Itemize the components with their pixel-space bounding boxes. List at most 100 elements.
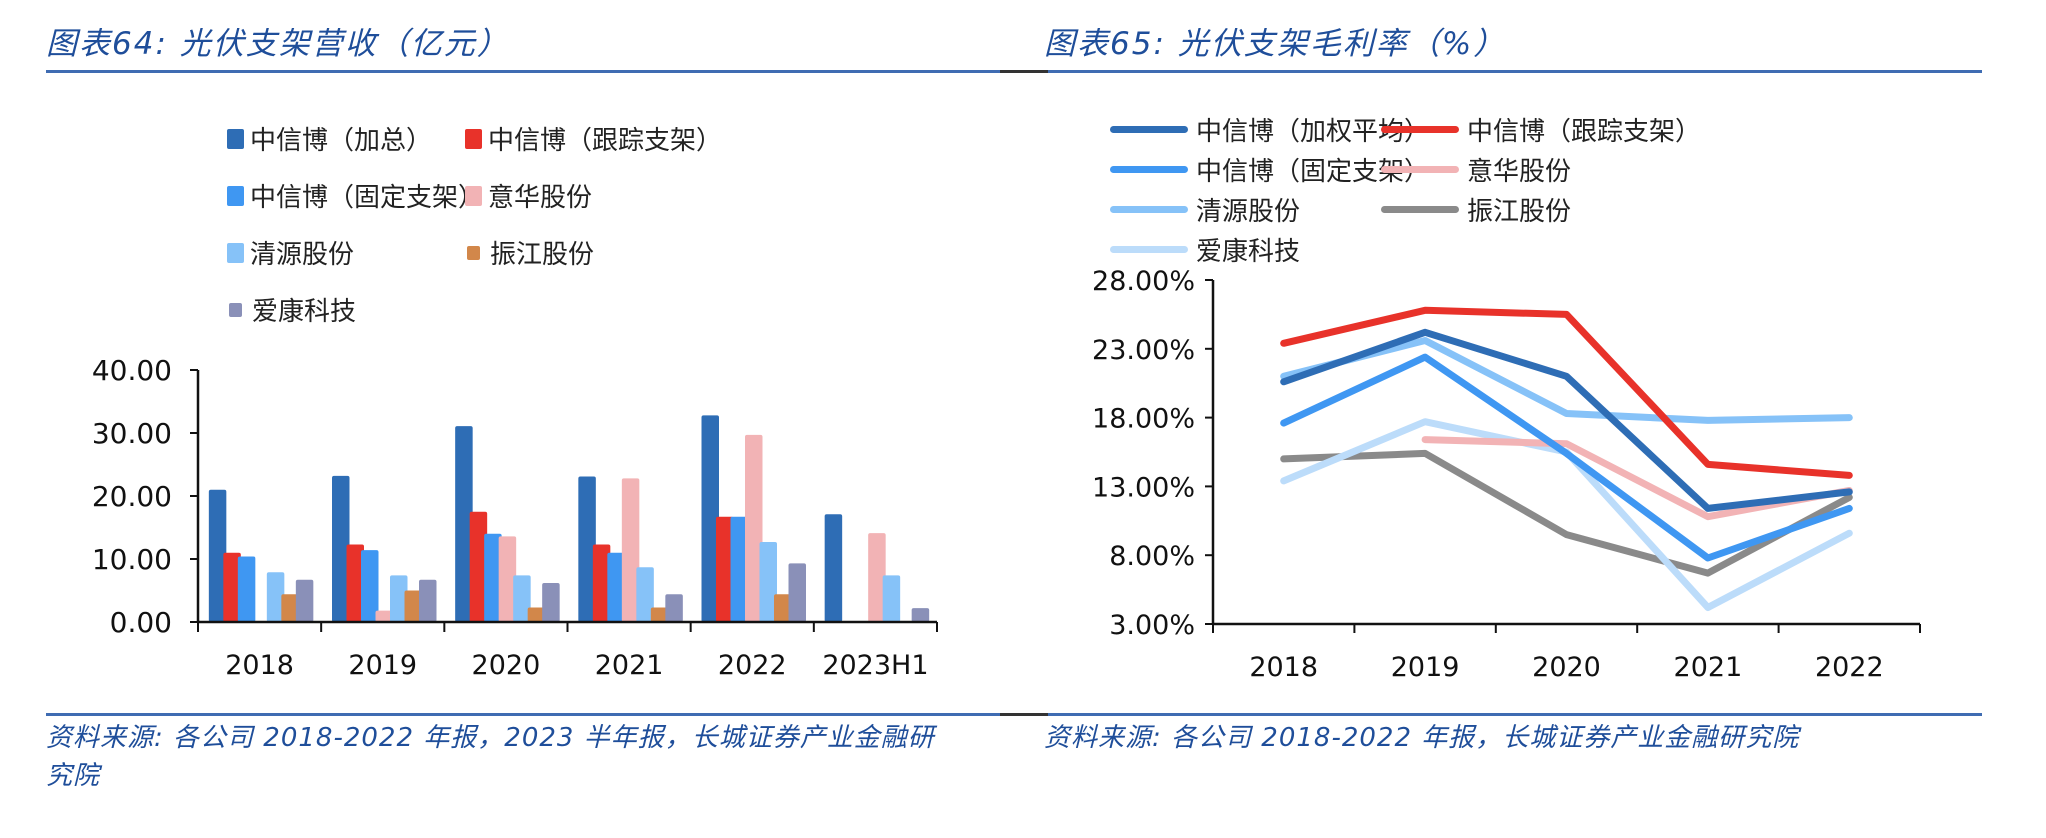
legend-item: 中信博（跟踪支架） <box>1381 111 1701 148</box>
bar <box>404 590 422 622</box>
legend-line <box>1381 166 1459 173</box>
y-tick-label: 20.00 <box>92 480 172 513</box>
x-tick-label: 2020 <box>472 650 541 681</box>
left-source-line2: 究院 <box>46 761 101 791</box>
legend-line <box>1110 206 1188 213</box>
bar <box>716 516 734 622</box>
bar <box>469 511 488 622</box>
legend-swatch <box>465 185 482 206</box>
legend-label: 中信博（跟踪支架） <box>1467 117 1702 147</box>
legend-item: 意华股份 <box>465 177 592 214</box>
legend-item: 爱康科技 <box>227 291 356 328</box>
legend-line <box>1110 246 1188 253</box>
bar <box>266 572 285 622</box>
legend-label: 爱康科技 <box>252 297 357 327</box>
legend-item: 清源股份 <box>1110 191 1300 228</box>
legend-item: 意华股份 <box>1381 151 1571 188</box>
title-rule-divider <box>1000 70 1048 73</box>
bar <box>390 575 408 622</box>
legend-label: 意华股份 <box>488 183 593 213</box>
bar <box>911 608 930 622</box>
x-tick-label: 2019 <box>348 650 417 681</box>
bar <box>223 552 241 622</box>
x-tick-label: 2021 <box>595 650 664 681</box>
bar <box>281 594 299 622</box>
legend-swatch <box>465 128 482 149</box>
right-source-note: 资料来源: 各公司 2018-2022 年报，长城证券产业金融研究院 <box>1044 719 1974 757</box>
legend-swatch <box>227 128 244 149</box>
bar <box>592 544 611 622</box>
footer-rule-divider <box>1000 713 1048 716</box>
legend-label: 清源股份 <box>1196 197 1301 227</box>
bar <box>607 552 625 622</box>
margin-line-chart: 3.00% 8.00% 13.00% 18.00% 23.00% 28.00% 2018 20… <box>1092 266 1921 683</box>
bar <box>650 607 669 622</box>
bar <box>882 575 901 622</box>
legend-line <box>1110 166 1188 173</box>
legend-swatch <box>227 185 244 206</box>
bar <box>636 567 654 622</box>
y-tick-label: 10.00 <box>92 543 172 576</box>
right-title-rule <box>1048 70 1982 73</box>
legend-line <box>1381 206 1459 213</box>
bar <box>527 607 546 622</box>
y-tick-label: 30.00 <box>92 417 172 450</box>
x-tick-label: 2019 <box>1391 652 1460 683</box>
x-tick-label: 2018 <box>1249 652 1318 683</box>
revenue-bar-chart: 0.00 10.00 20.00 30.00 40.00 2018 2019 2020 2021… <box>92 354 938 681</box>
bar <box>295 579 314 622</box>
x-tick-label: 2023H1 <box>822 650 928 681</box>
bar <box>578 476 596 622</box>
legend-swatch <box>229 302 242 317</box>
left-chart-title: 图表64: 光伏支架营收（亿元） <box>46 26 510 62</box>
y-tick-label: 18.00% <box>1092 404 1195 435</box>
y-tick-label: 40.00 <box>92 354 172 387</box>
bar <box>824 514 843 622</box>
x-tick-label: 2022 <box>1815 652 1884 683</box>
x-tick-label: 2022 <box>718 650 787 681</box>
bar <box>665 594 683 622</box>
bar <box>455 426 473 622</box>
legend-label: 中信博（加总） <box>250 126 433 156</box>
x-tick-label: 2020 <box>1532 652 1601 683</box>
legend-line <box>1381 126 1459 133</box>
bar <box>745 434 763 622</box>
legend-item: 中信博（跟踪支架） <box>465 120 722 157</box>
legend-line <box>1110 126 1188 133</box>
bar <box>208 489 227 622</box>
bar <box>484 533 502 622</box>
bar <box>513 575 531 622</box>
bar <box>237 556 256 622</box>
legend-label: 振江股份 <box>1467 197 1572 227</box>
legend-label: 爱康科技 <box>1196 237 1301 267</box>
bar <box>498 536 517 622</box>
x-tick-label: 2018 <box>225 650 294 681</box>
right-chart-title: 图表65: 光伏支架毛利率（%） <box>1044 26 1507 62</box>
left-footer-rule <box>46 713 1000 716</box>
legend-item: 中信博（固定支架） <box>227 177 484 214</box>
y-tick-label: 28.00% <box>1092 266 1195 297</box>
legend-item: 振江股份 <box>1381 191 1571 228</box>
left-source-line1: 资料来源: 各公司 2018-2022 年报，2023 半年报，长城证券产业金融… <box>46 723 935 753</box>
bar <box>332 475 350 622</box>
y-tick-label: 13.00% <box>1092 472 1195 503</box>
legend-swatch <box>227 242 244 263</box>
bar <box>346 544 364 622</box>
bar <box>542 582 560 622</box>
legend-swatch <box>467 245 480 260</box>
bar <box>759 541 777 622</box>
left-title-rule <box>46 70 1000 73</box>
bar <box>419 579 437 622</box>
legend-item: 清源股份 <box>227 234 354 271</box>
y-tick-label: 23.00% <box>1092 335 1195 366</box>
legend-label: 中信博（固定支架） <box>250 183 485 213</box>
x-tick-label: 2021 <box>1674 652 1743 683</box>
bar <box>375 610 393 622</box>
bar <box>868 533 886 622</box>
legend-label: 中信博（跟踪支架） <box>488 126 723 156</box>
legend-label: 清源股份 <box>250 240 355 270</box>
legend-label: 振江股份 <box>490 240 595 270</box>
y-tick-label: 3.00% <box>1109 610 1195 641</box>
legend-label: 意华股份 <box>1467 157 1572 187</box>
